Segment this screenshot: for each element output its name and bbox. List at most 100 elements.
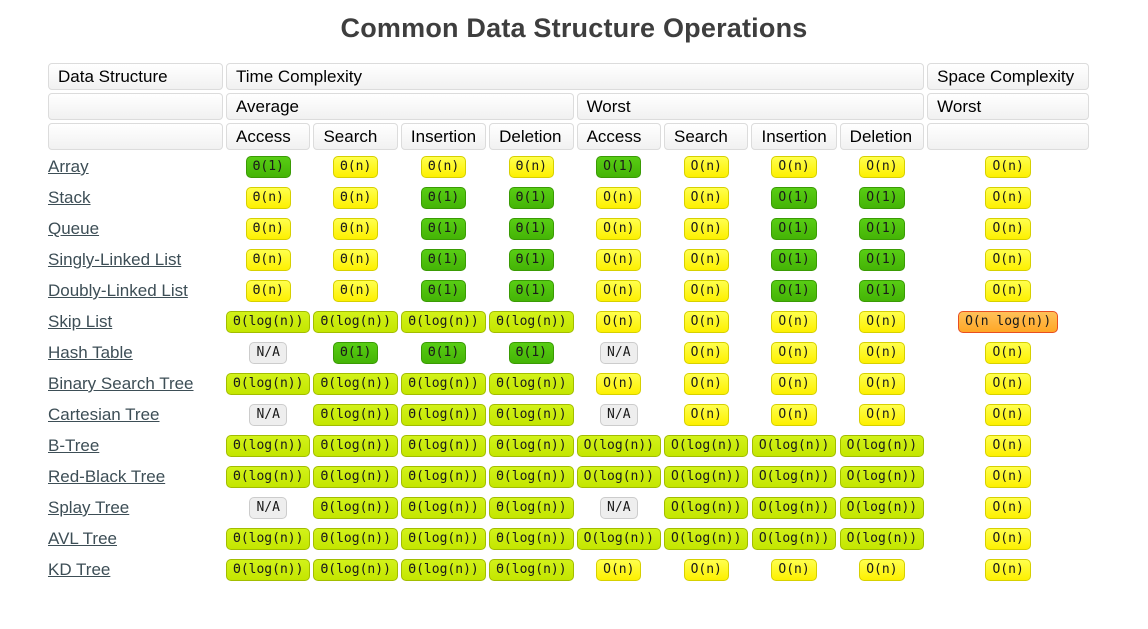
data-structure-link[interactable]: Singly-Linked List [48, 250, 182, 269]
complexity-badge: O(1) [771, 218, 817, 240]
complexity-cell: Θ(log(n)) [489, 432, 574, 460]
complexity-cell: Θ(log(n)) [489, 463, 574, 491]
complexity-cell: O(1) [840, 215, 924, 243]
space-complexity-cell: O(n) [927, 494, 1089, 522]
complexity-cell: Θ(log(n)) [313, 401, 398, 429]
complexity-cell: Θ(log(n)) [226, 463, 311, 491]
complexity-cell: O(n) [664, 184, 748, 212]
header-op-avg-search: Search [313, 123, 398, 150]
complexity-cell: Θ(log(n)) [313, 525, 398, 553]
complexity-cell: Θ(log(n)) [401, 432, 486, 460]
complexity-badge: Θ(n) [508, 156, 554, 178]
header-op-worst-search: Search [664, 123, 749, 150]
data-structure-link[interactable]: Stack [48, 188, 91, 207]
complexity-badge: Θ(log(n)) [226, 559, 311, 581]
complexity-badge: O(n) [683, 156, 729, 178]
complexity-badge: O(n) [985, 187, 1031, 209]
complexity-cell: O(n) [664, 370, 748, 398]
complexity-cell: Θ(log(n)) [489, 556, 574, 584]
complexity-badge: O(n) [985, 435, 1031, 457]
data-structure-link[interactable]: AVL Tree [48, 529, 117, 548]
data-structure-link[interactable]: Array [48, 157, 89, 176]
space-complexity-cell: O(n log(n)) [927, 308, 1089, 336]
row-label-cell: Doubly-Linked List [48, 277, 223, 305]
complexity-cell: N/A [577, 494, 661, 522]
complexity-badge: O(log(n)) [751, 435, 837, 457]
data-structure-link[interactable]: Hash Table [48, 343, 133, 362]
complexity-badge: Θ(n) [333, 156, 379, 178]
data-structure-link[interactable]: Binary Search Tree [48, 374, 194, 393]
complexity-badge: Θ(log(n)) [226, 528, 311, 550]
complexity-cell: Θ(1) [489, 184, 573, 212]
complexity-badge: O(n) [771, 373, 817, 395]
complexity-cell: O(1) [840, 184, 924, 212]
complexity-cell: O(n) [664, 215, 748, 243]
complexity-cell: Θ(log(n)) [401, 401, 486, 429]
complexity-badge: Θ(log(n)) [489, 404, 574, 426]
complexity-badge: O(n) [859, 156, 905, 178]
complexity-badge: Θ(log(n)) [313, 528, 398, 550]
data-structure-link[interactable]: Doubly-Linked List [48, 281, 188, 300]
data-structure-link[interactable]: Skip List [48, 312, 113, 331]
complexity-cell: Θ(1) [401, 246, 486, 274]
complexity-badge: Θ(1) [508, 187, 554, 209]
complexity-cell: O(n) [577, 277, 661, 305]
complexity-badge: Θ(n) [245, 187, 291, 209]
header-space-complexity: Space Complexity [927, 63, 1090, 90]
complexity-badge: O(log(n)) [576, 435, 662, 457]
row-label-cell: AVL Tree [48, 525, 223, 553]
header-op-avg-access: Access [226, 123, 311, 150]
complexity-badge: O(n) [985, 497, 1031, 519]
space-complexity-cell: O(n) [927, 556, 1089, 584]
complexity-cell: O(log(n)) [664, 494, 749, 522]
table-row: Splay Tree N/A Θ(log(n)) Θ(log(n)) Θ(log(n))… [48, 494, 1089, 522]
complexity-badge: O(n) [985, 249, 1031, 271]
complexity-badge: O(n) [985, 373, 1031, 395]
complexity-badge: Θ(1) [420, 342, 467, 364]
complexity-badge: Θ(log(n)) [489, 559, 574, 581]
data-structure-link[interactable]: Cartesian Tree [48, 405, 160, 424]
complexity-cell: O(log(n)) [664, 432, 749, 460]
complexity-cell: Θ(n) [401, 153, 486, 181]
complexity-cell: O(n) [840, 339, 924, 367]
complexity-cell: O(n) [664, 246, 748, 274]
complexity-cell: O(log(n)) [751, 432, 837, 460]
complexity-cell: Θ(1) [313, 339, 397, 367]
complexity-cell: O(n) [840, 308, 924, 336]
data-structure-link[interactable]: KD Tree [48, 560, 111, 579]
complexity-badge: Θ(log(n)) [489, 373, 574, 395]
complexity-badge: O(log(n)) [664, 528, 749, 550]
table-row: Red-Black Tree Θ(log(n)) Θ(log(n)) Θ(log(n)… [48, 463, 1089, 491]
complexity-badge: O(log(n)) [664, 466, 749, 488]
space-complexity-cell: O(n) [927, 463, 1089, 491]
complexity-cell: N/A [577, 339, 661, 367]
complexity-badge: O(1) [859, 218, 905, 240]
complexity-badge: O(1) [771, 187, 817, 209]
complexity-badge: Θ(log(n)) [226, 373, 311, 395]
complexity-badge: O(log(n)) [751, 528, 837, 550]
complexity-cell: Θ(1) [401, 277, 486, 305]
row-label-cell: Splay Tree [48, 494, 223, 522]
complexity-cell: Θ(1) [401, 215, 486, 243]
space-complexity-cell: O(n) [927, 401, 1089, 429]
row-label-cell: B-Tree [48, 432, 223, 460]
data-structure-link[interactable]: Queue [48, 219, 100, 238]
data-structure-link[interactable]: Splay Tree [48, 498, 130, 517]
complexity-cell: O(n) [664, 339, 748, 367]
complexity-cell: Θ(log(n)) [401, 556, 486, 584]
complexity-badge: Θ(log(n)) [226, 466, 311, 488]
complexity-badge: Θ(log(n)) [313, 466, 398, 488]
data-structure-link[interactable]: B-Tree [48, 436, 100, 455]
table-row: Hash Table N/A Θ(1) Θ(1) Θ(1) N/A O(n) O(n) O(n)… [48, 339, 1089, 367]
complexity-badge: Θ(n) [333, 280, 379, 302]
complexity-badge: O(1) [859, 280, 905, 302]
complexity-badge: O(log(n)) [751, 466, 837, 488]
table-row: Binary Search Tree Θ(log(n)) Θ(log(n)) Θ(lo… [48, 370, 1089, 398]
complexity-cell: Θ(1) [489, 277, 573, 305]
data-structure-link[interactable]: Red-Black Tree [48, 467, 166, 486]
table-row: AVL Tree Θ(log(n)) Θ(log(n)) Θ(log(n)) Θ(log… [48, 525, 1089, 553]
complexity-badge: Θ(1) [420, 280, 467, 302]
table-row: Queue Θ(n) Θ(n) Θ(1) Θ(1) O(n) O(n) O(1) O(1) O(n… [48, 215, 1089, 243]
complexity-cell: O(n) [577, 246, 661, 274]
complexity-cell: O(log(n)) [664, 525, 749, 553]
